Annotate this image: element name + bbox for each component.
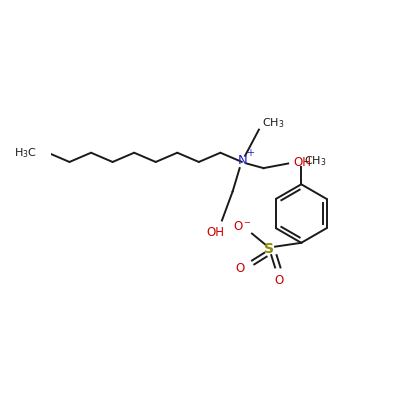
Text: +: +: [246, 148, 254, 158]
Text: N: N: [238, 154, 248, 167]
Text: OH: OH: [293, 156, 311, 169]
Text: $\mathsf{CH_3}$: $\mathsf{CH_3}$: [304, 154, 326, 168]
Text: S: S: [264, 242, 274, 256]
Text: $\mathsf{H_3C}$: $\mathsf{H_3C}$: [14, 146, 37, 160]
Text: OH: OH: [207, 226, 225, 239]
Text: $\mathsf{CH_3}$: $\mathsf{CH_3}$: [262, 116, 284, 130]
Text: O$^-$: O$^-$: [233, 220, 252, 233]
Text: O: O: [274, 274, 284, 287]
Text: O: O: [235, 262, 244, 275]
